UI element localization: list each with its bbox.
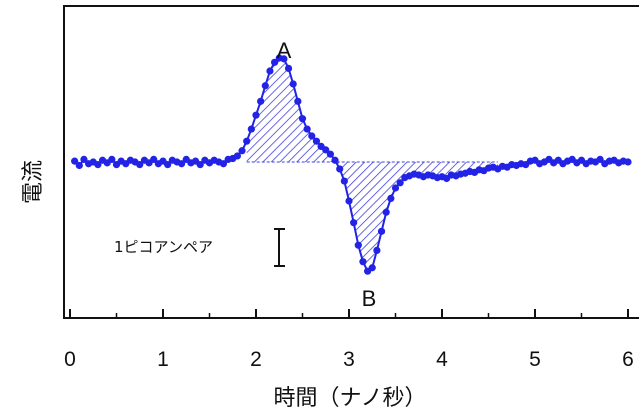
- data-point: [322, 146, 330, 154]
- data-point: [373, 246, 381, 254]
- data-point: [261, 82, 269, 90]
- x-tick-label: 2: [250, 348, 262, 371]
- data-point: [247, 125, 255, 133]
- data-point: [238, 147, 246, 155]
- data-point: [303, 125, 311, 133]
- x-axis-title: 時間（ナノ秒）: [274, 386, 427, 411]
- data-point: [284, 64, 293, 72]
- x-tick-label: 5: [529, 348, 541, 371]
- data-point: [71, 157, 79, 165]
- data-point: [596, 155, 604, 163]
- data-point: [266, 67, 274, 75]
- data-point: [196, 161, 204, 169]
- scale-bar-label: 1ピコアンペア: [114, 238, 213, 256]
- data-point: [354, 241, 362, 249]
- data-point: [108, 155, 116, 163]
- data-point: [294, 97, 302, 105]
- x-tick-label: 1: [157, 348, 169, 371]
- data-point: [233, 152, 241, 160]
- data-point: [308, 132, 316, 140]
- data-point: [219, 160, 228, 168]
- data-point: [136, 161, 144, 169]
- data-point: [391, 184, 400, 192]
- data-point: [340, 177, 348, 185]
- data-point: [94, 161, 102, 169]
- data-point: [80, 155, 88, 163]
- data-point: [164, 161, 172, 169]
- data-point: [624, 158, 632, 166]
- data-point: [336, 165, 344, 173]
- data-point: [271, 58, 279, 66]
- data-point: [252, 111, 260, 119]
- y-axis-title: 電流: [21, 160, 46, 204]
- data-point: [387, 194, 395, 202]
- data-point: [280, 55, 288, 63]
- data-point: [345, 197, 353, 205]
- data-point: [312, 137, 321, 145]
- data-point: [368, 264, 376, 272]
- data-points-layer: [71, 54, 632, 275]
- data-point: [396, 179, 404, 187]
- data-point: [331, 156, 339, 164]
- shaded-area-layer: [246, 58, 498, 272]
- x-ticks-layer: 0 1 2 3 4 5 6: [64, 309, 634, 371]
- data-point: [326, 150, 334, 158]
- x-tick-label: 3: [343, 348, 355, 371]
- data-point: [289, 80, 297, 88]
- data-point: [75, 161, 83, 170]
- data-point: [382, 208, 390, 216]
- annotation-b: B: [362, 286, 377, 311]
- data-point: [150, 155, 158, 163]
- data-point: [298, 115, 307, 123]
- x-tick-label: 0: [64, 348, 76, 371]
- x-tick-label: 6: [622, 348, 634, 371]
- data-point: [257, 97, 265, 105]
- data-point: [359, 258, 367, 266]
- data-point: [377, 227, 386, 235]
- data-point: [243, 137, 251, 145]
- annotation-a: A: [277, 38, 292, 63]
- shaded-area: [246, 58, 498, 272]
- scale-bar: 1ピコアンペア: [114, 228, 285, 267]
- data-point: [178, 160, 186, 168]
- data-point: [350, 219, 358, 227]
- plot-frame: [63, 5, 639, 319]
- x-tick-label: 4: [436, 348, 448, 371]
